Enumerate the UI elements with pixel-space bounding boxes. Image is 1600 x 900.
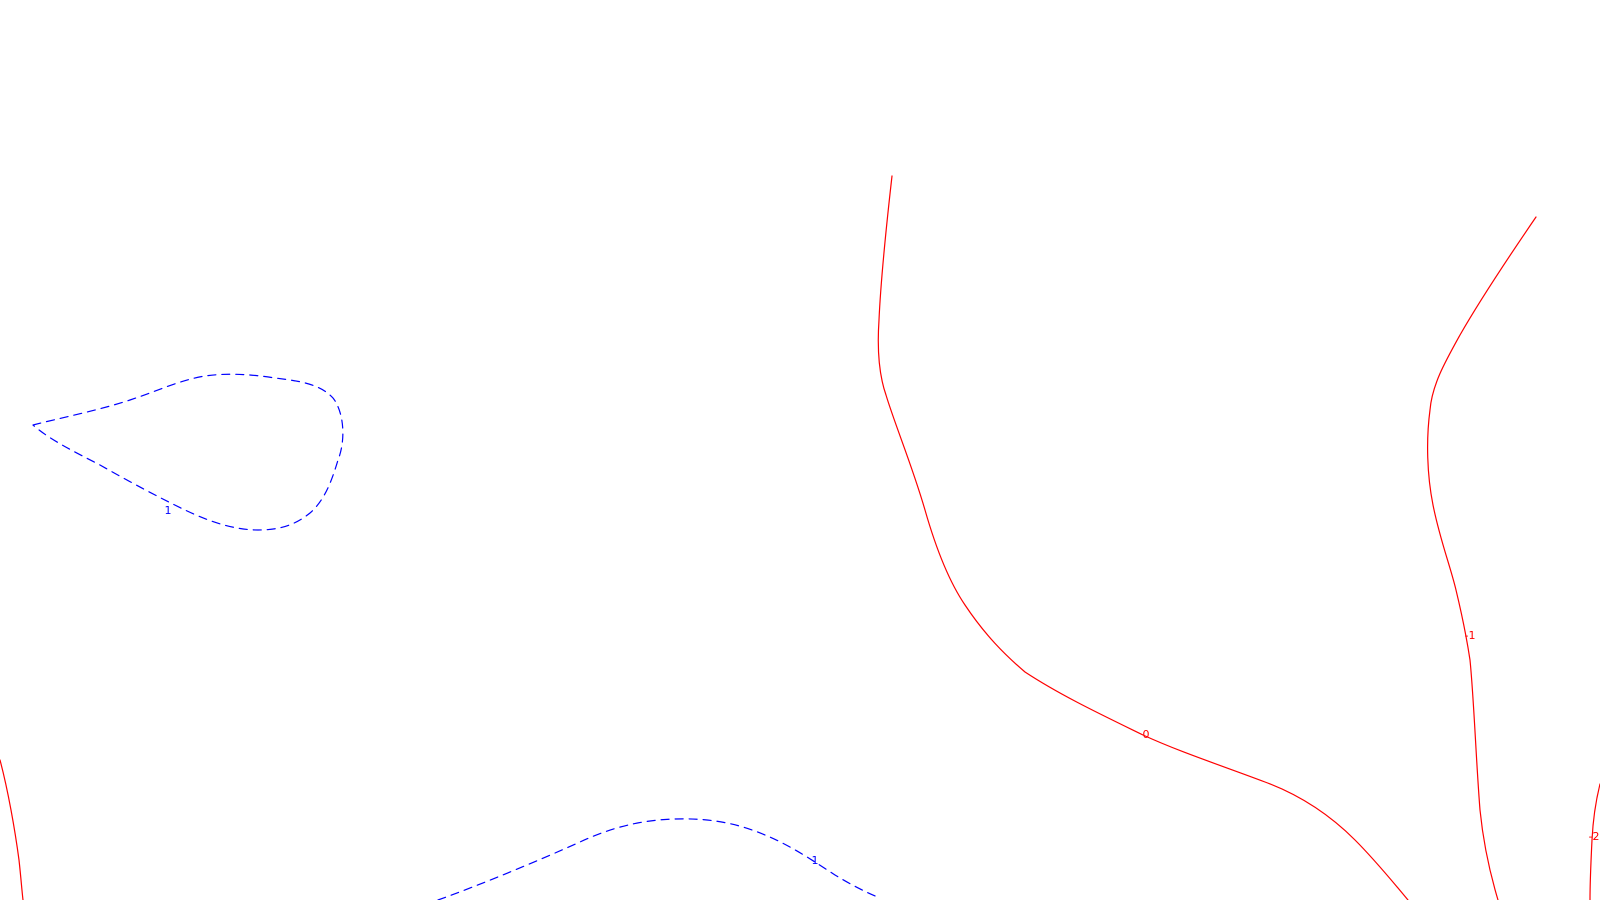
contour-label-1-loop: 1 <box>165 504 172 517</box>
contour-line-minus-1 <box>1427 216 1537 900</box>
contour-line-minus-2-left <box>0 759 24 900</box>
contour-line-minus-2-right <box>1589 783 1600 900</box>
contour-label-minus-2: -2 <box>1589 830 1600 843</box>
contour-label-minus-1: -1 <box>1465 629 1476 642</box>
contour-line-0 <box>877 175 1409 900</box>
contour-line-1-closed-loop <box>32 373 344 531</box>
contour-label-1-bottom: 1 <box>812 854 819 867</box>
contour-line-1-bottom <box>437 818 881 900</box>
contour-label-0: 0 <box>1143 728 1150 741</box>
